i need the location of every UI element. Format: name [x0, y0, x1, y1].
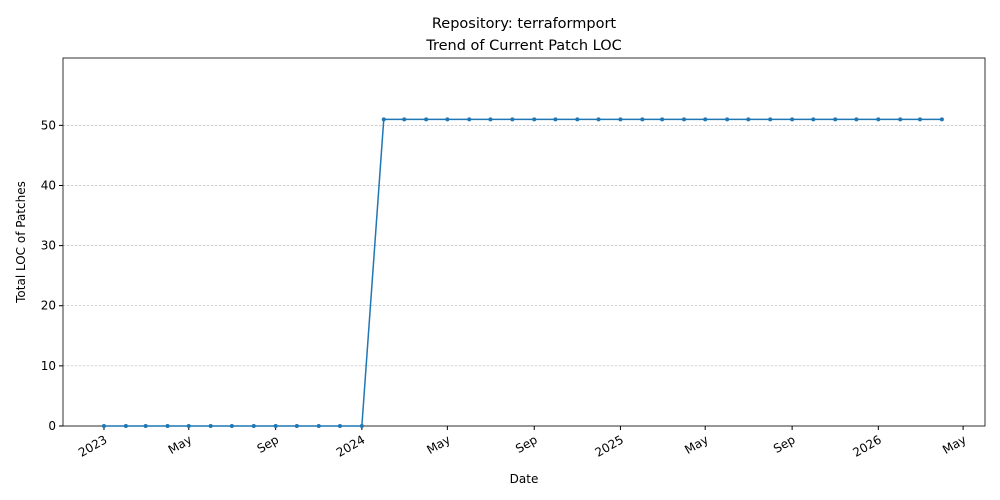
point — [682, 117, 687, 122]
point — [208, 424, 213, 428]
x-tick-label: May — [166, 432, 194, 457]
y-tick-label: 0 — [48, 419, 56, 433]
point — [790, 117, 795, 122]
point — [359, 424, 364, 428]
series-line — [103, 118, 942, 427]
y-tick-label: 20 — [41, 299, 56, 313]
x-tick-label: May — [424, 432, 452, 457]
point — [467, 117, 472, 122]
point — [596, 117, 601, 122]
y-tick-label: 40 — [41, 178, 56, 192]
point — [660, 117, 665, 122]
x-axis-label: Date — [510, 472, 539, 486]
x-tick-label: May — [940, 432, 968, 457]
point — [575, 117, 580, 122]
x-tick-label: 2025 — [592, 432, 625, 459]
point — [833, 117, 838, 122]
point — [381, 117, 386, 122]
point — [273, 424, 278, 428]
point — [294, 424, 299, 428]
chart-title: Repository: terraformport — [432, 16, 617, 32]
point — [424, 117, 429, 122]
point — [532, 117, 537, 122]
x-tick-label: 2026 — [850, 432, 883, 459]
point — [746, 117, 751, 122]
point — [918, 117, 923, 122]
point — [768, 117, 773, 122]
point — [618, 117, 623, 122]
point — [229, 424, 234, 428]
point — [553, 117, 558, 122]
point — [898, 117, 903, 122]
point — [876, 117, 881, 122]
x-tick-label: 2024 — [334, 432, 367, 459]
point — [402, 117, 407, 122]
y-axis-label: Total LOC of Patches — [14, 181, 28, 304]
x-tick-label: May — [682, 432, 710, 457]
x-tick-label: Sep — [771, 432, 798, 455]
point — [186, 424, 191, 428]
point — [510, 117, 515, 122]
y-tick-label: 10 — [41, 359, 56, 373]
point — [251, 424, 256, 428]
point — [854, 117, 859, 122]
point — [337, 424, 342, 428]
plot-frame — [62, 57, 986, 427]
point — [640, 117, 645, 122]
point — [143, 424, 148, 428]
point — [445, 117, 450, 122]
point — [123, 424, 128, 428]
x-tick-label: Sep — [513, 432, 540, 455]
point — [316, 424, 321, 428]
y-tick-label: 50 — [41, 118, 56, 132]
point — [811, 117, 816, 122]
point — [488, 117, 493, 122]
point — [939, 117, 944, 122]
point — [165, 424, 170, 428]
point — [725, 117, 730, 122]
point — [101, 424, 106, 428]
x-tick-label: Sep — [255, 432, 282, 455]
x-tick-label: 2023 — [76, 432, 109, 459]
chart-subtitle: Trend of Current Patch LOC — [425, 38, 621, 54]
point — [703, 117, 708, 122]
y-tick-label: 30 — [41, 239, 56, 253]
